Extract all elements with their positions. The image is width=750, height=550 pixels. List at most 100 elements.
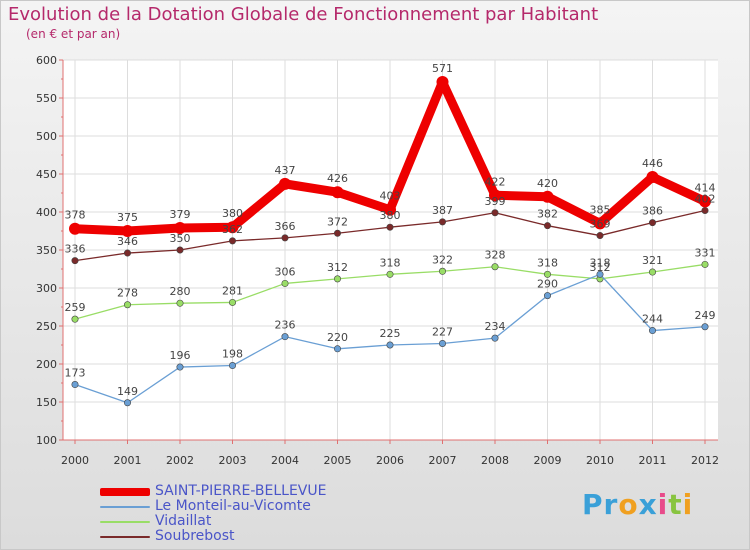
data-label: 234	[485, 320, 506, 333]
data-point	[386, 223, 394, 231]
data-point	[648, 268, 656, 276]
logo-letter: x	[638, 488, 658, 521]
proxiti-logo: Proxiti	[582, 488, 693, 521]
chart-title: Evolution de la Dotation Globale de Fonc…	[8, 4, 599, 25]
y-tick-label: 200	[36, 358, 57, 371]
legend-swatch	[100, 521, 150, 523]
data-point	[386, 270, 394, 278]
legend-label: Soubrebost	[155, 528, 235, 544]
data-point	[596, 270, 604, 278]
data-point	[279, 177, 291, 190]
data-label: 149	[117, 385, 138, 398]
data-point	[541, 190, 554, 203]
data-point	[701, 323, 709, 331]
x-tick-label: 2001	[114, 454, 142, 467]
data-point	[69, 222, 81, 235]
data-point	[281, 333, 289, 341]
data-label: 173	[65, 367, 86, 380]
data-label: 385	[590, 203, 611, 216]
data-point	[124, 399, 132, 407]
data-point	[333, 275, 341, 283]
data-label: 414	[695, 181, 716, 194]
data-label: 386	[642, 205, 663, 218]
legend-label: Le Monteil-au-Vicomte	[155, 498, 311, 514]
data-label: 225	[380, 327, 401, 340]
data-label: 318	[380, 256, 401, 269]
data-label: 346	[117, 235, 138, 248]
legend-swatch	[100, 536, 150, 538]
data-label: 259	[65, 301, 86, 314]
legend-swatch	[100, 488, 150, 496]
data-label: 378	[65, 209, 86, 222]
y-tick-label: 300	[36, 282, 57, 295]
data-label: 380	[222, 207, 243, 220]
data-point	[438, 267, 446, 275]
data-label: 571	[432, 62, 453, 75]
data-point	[491, 263, 499, 271]
legend-label: SAINT-PIERRE-BELLEVUE	[155, 483, 327, 499]
data-label: 312	[327, 261, 348, 274]
data-label: 336	[65, 243, 86, 256]
data-point	[489, 189, 501, 202]
chart-subtitle: (en € et par an)	[26, 27, 121, 41]
data-label: 321	[642, 254, 663, 267]
data-label: 249	[695, 309, 716, 322]
data-label: 350	[170, 232, 191, 245]
data-point	[281, 279, 289, 287]
data-label: 375	[117, 211, 138, 224]
x-tick-label: 2011	[639, 454, 667, 467]
data-label: 372	[327, 215, 348, 228]
data-point	[333, 229, 341, 237]
y-tick-label: 400	[36, 206, 57, 219]
data-label: 382	[537, 208, 558, 221]
legend-swatch	[100, 506, 150, 508]
data-label: 402	[695, 192, 716, 205]
y-tick-label: 100	[36, 434, 57, 447]
data-label: 422	[485, 175, 506, 188]
data-label: 362	[222, 223, 243, 236]
data-point	[438, 339, 446, 347]
data-point	[543, 292, 551, 300]
data-point	[71, 315, 79, 323]
data-point	[594, 217, 606, 230]
data-point	[596, 232, 604, 240]
data-point	[699, 195, 711, 208]
x-tick-label: 2003	[219, 454, 247, 467]
data-label: 366	[275, 220, 296, 233]
data-label: 426	[327, 172, 348, 185]
x-tick-label: 2002	[166, 454, 194, 467]
data-label: 227	[432, 325, 453, 338]
data-point	[701, 206, 709, 214]
data-label: 446	[642, 157, 663, 170]
data-point	[229, 298, 237, 306]
data-label: 328	[485, 249, 506, 262]
data-label: 369	[590, 218, 611, 231]
data-point	[176, 299, 184, 307]
y-tick-label: 550	[36, 92, 57, 105]
data-label: 281	[222, 284, 243, 297]
x-tick-label: 2010	[586, 454, 614, 467]
data-point	[648, 219, 656, 227]
data-label: 380	[380, 209, 401, 222]
data-point	[226, 221, 239, 234]
data-label: 399	[485, 195, 506, 208]
data-point	[701, 260, 709, 268]
y-tick-label: 350	[36, 244, 57, 257]
logo-letter: i	[657, 488, 669, 521]
x-tick-label: 2009	[534, 454, 562, 467]
x-tick-label: 2008	[481, 454, 509, 467]
data-label: 306	[275, 265, 296, 278]
data-label: 318	[590, 256, 611, 269]
y-tick-label: 500	[36, 130, 57, 143]
y-tick-label: 250	[36, 320, 57, 333]
data-label: 437	[275, 164, 296, 177]
data-label: 420	[537, 177, 558, 190]
x-tick-label: 2005	[324, 454, 352, 467]
x-tick-label: 2007	[429, 454, 457, 467]
data-label: 244	[642, 313, 663, 326]
x-tick-label: 2006	[376, 454, 404, 467]
data-point	[121, 225, 134, 237]
data-point	[229, 362, 237, 370]
y-tick-label: 150	[36, 396, 57, 409]
